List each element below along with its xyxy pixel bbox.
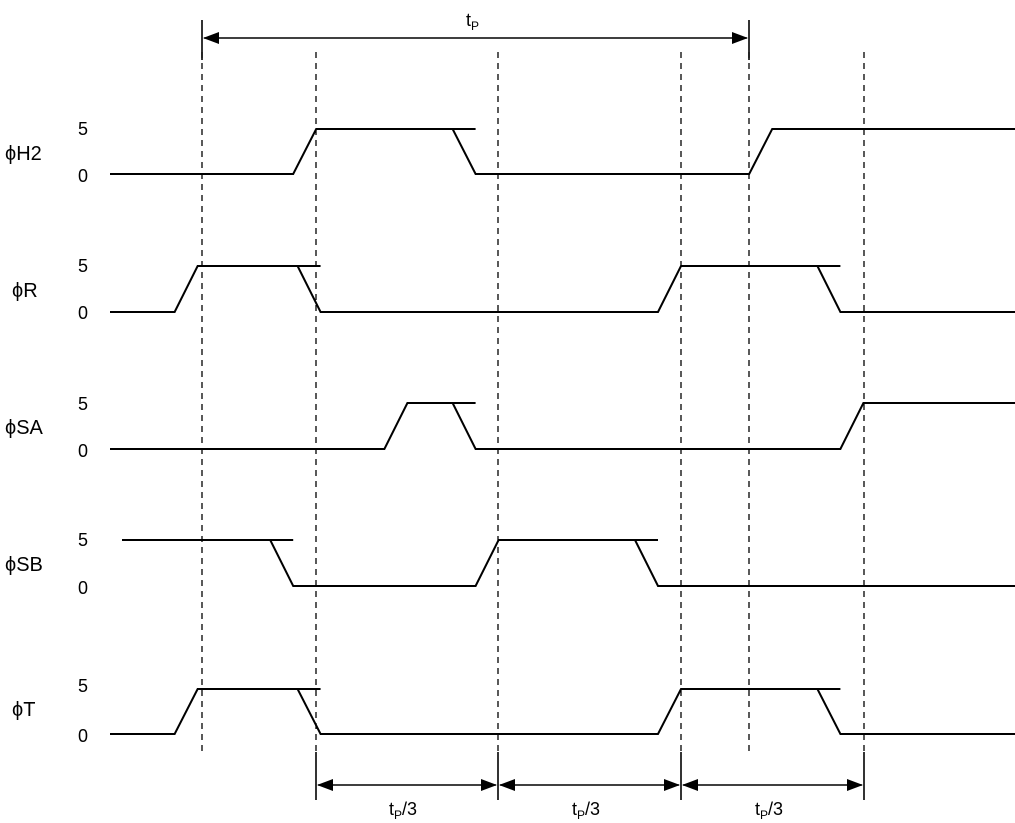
waveform-h2	[110, 128, 1015, 175]
level-low-t: 0	[78, 726, 88, 746]
level-low-r: 0	[78, 303, 88, 323]
waveform-t	[110, 688, 1015, 735]
signal-name-t: ϕT	[12, 699, 35, 721]
thirds-arrowhead-1-right	[481, 779, 497, 791]
signal-row-sa: ϕSA 5 0	[5, 394, 1015, 461]
level-high-r: 5	[78, 256, 88, 276]
period-dimension: tP	[201, 10, 750, 60]
period-arrowhead-left	[203, 32, 219, 44]
thirds-dimension: tP/3 tP/3 tP/3	[315, 752, 865, 822]
level-low-sb: 0	[78, 578, 88, 598]
level-high-h2: 5	[78, 119, 88, 139]
waveform-sb	[122, 539, 1015, 587]
level-high-t: 5	[78, 676, 88, 696]
level-high-sb: 5	[78, 530, 88, 550]
thirds-arrowhead-2-right	[664, 779, 680, 791]
signal-row-r: ϕR 5 0	[12, 256, 1015, 323]
thirds-arrowhead-3-left	[682, 779, 698, 791]
signal-name-sb: ϕSB	[5, 554, 43, 576]
timing-guides	[201, 52, 865, 752]
period-arrowhead-right	[732, 32, 748, 44]
thirds-arrowhead-2-left	[499, 779, 515, 791]
waveform-sa	[110, 402, 1015, 450]
signal-row-h2: ϕH2 5 0	[5, 119, 1015, 186]
thirds-label-1: tP/3	[389, 799, 417, 822]
thirds-arrowhead-3-right	[847, 779, 863, 791]
level-low-h2: 0	[78, 166, 88, 186]
signal-row-sb: ϕSB 5 0	[5, 530, 1015, 598]
period-label: tP	[466, 10, 479, 33]
thirds-label-2: tP/3	[572, 799, 600, 822]
level-high-sa: 5	[78, 394, 88, 414]
level-low-sa: 0	[78, 441, 88, 461]
signal-name-sa: ϕSA	[5, 417, 44, 439]
thirds-label-3: tP/3	[755, 799, 783, 822]
waveform-r	[110, 265, 1015, 313]
signal-name-h2: ϕH2	[5, 143, 42, 165]
signal-name-r: ϕR	[12, 280, 38, 302]
thirds-arrowhead-1-left	[317, 779, 333, 791]
signal-row-t: ϕT 5 0	[12, 676, 1015, 746]
